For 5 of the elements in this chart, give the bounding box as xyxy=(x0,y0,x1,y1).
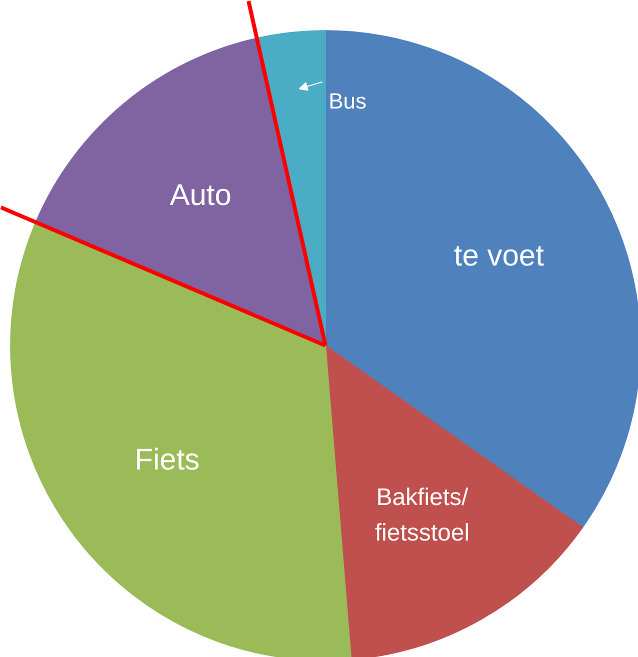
slice-label: Bus xyxy=(328,88,367,114)
slice-label: Auto xyxy=(170,178,232,212)
slice-label: te voet xyxy=(454,239,545,272)
slice-label: Bakfiets/fietsstoel xyxy=(374,484,470,546)
slice-label: Fiets xyxy=(134,443,200,476)
